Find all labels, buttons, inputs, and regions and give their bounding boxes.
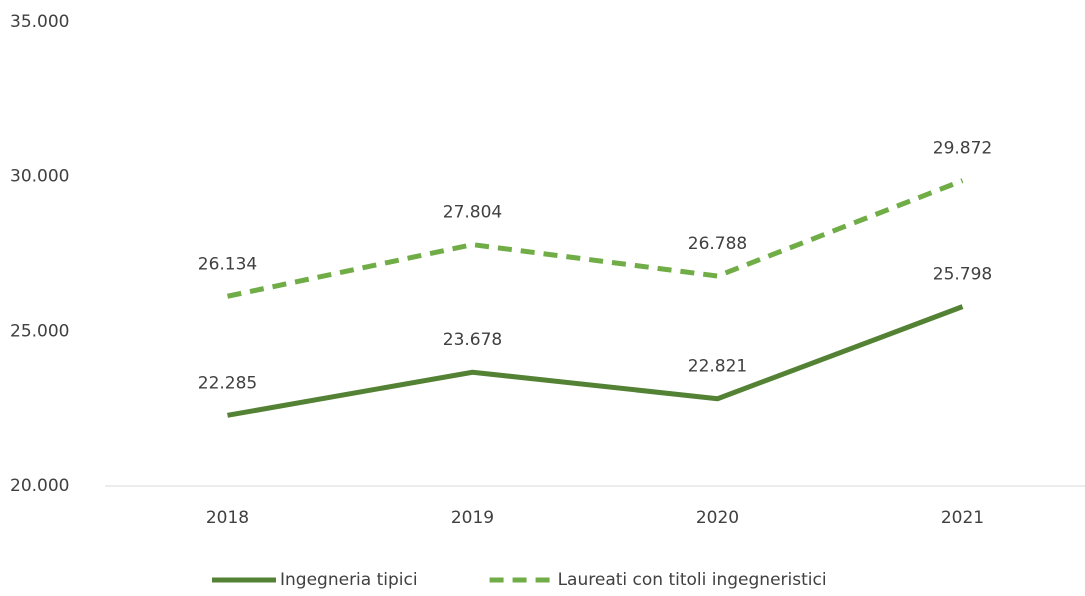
y-tick-label: 20.000 xyxy=(10,476,69,496)
y-tick-label: 35.000 xyxy=(10,12,69,32)
data-label: 29.872 xyxy=(933,139,992,159)
x-tick-label: 2018 xyxy=(206,508,249,528)
data-label: 22.821 xyxy=(688,357,747,377)
x-tick-label: 2020 xyxy=(696,508,739,528)
data-label: 25.798 xyxy=(933,265,992,285)
y-tick-label: 25.000 xyxy=(10,321,69,341)
series-line xyxy=(227,304,964,418)
y-tick-label: 30.000 xyxy=(10,167,69,187)
data-label: 26.788 xyxy=(688,234,747,254)
x-tick-label: 2021 xyxy=(941,508,984,528)
data-label: 22.285 xyxy=(198,373,257,393)
data-label: 23.678 xyxy=(443,330,502,350)
data-label: 27.804 xyxy=(443,203,502,223)
series-line xyxy=(226,178,964,299)
legend-label: Laureati con titoli ingegneristici xyxy=(558,570,827,590)
x-tick-label: 2019 xyxy=(451,508,494,528)
data-label: 26.134 xyxy=(198,254,257,274)
legend-label: Ingegneria tipici xyxy=(280,570,418,590)
